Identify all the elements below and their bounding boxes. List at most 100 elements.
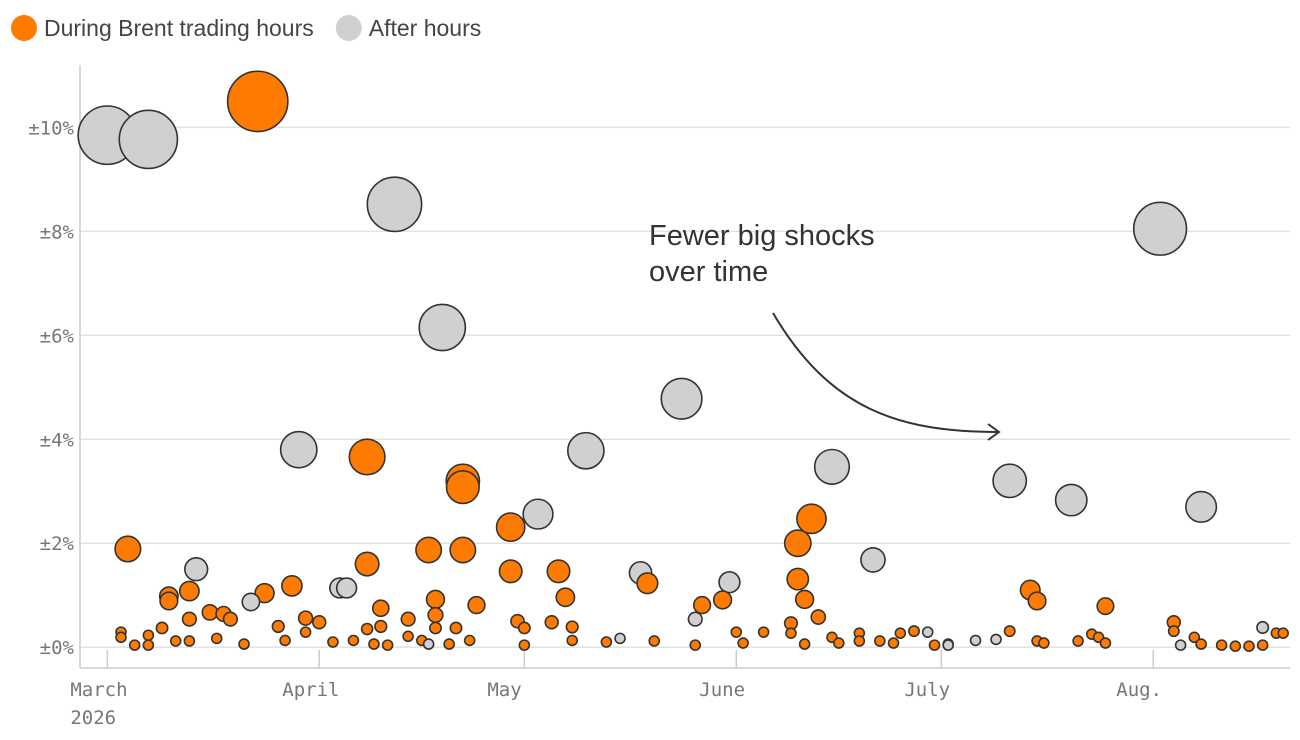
point	[297, 610, 314, 626]
point	[418, 303, 467, 352]
point	[1185, 490, 1218, 523]
point	[347, 634, 360, 647]
y-tick-label: ±4%	[40, 429, 75, 451]
point	[226, 70, 289, 133]
point	[833, 637, 845, 649]
point	[1195, 638, 1207, 650]
point	[495, 512, 526, 543]
point	[210, 632, 223, 645]
point	[467, 595, 486, 615]
points	[77, 70, 1289, 652]
point	[1243, 640, 1255, 652]
point	[566, 431, 605, 470]
point	[1054, 483, 1088, 517]
point	[155, 621, 169, 635]
point	[887, 637, 900, 649]
point	[1215, 639, 1228, 651]
point	[429, 621, 442, 635]
legend-swatch	[335, 15, 362, 41]
x-tick-label: May	[487, 679, 521, 701]
point	[449, 621, 463, 635]
point	[600, 636, 613, 648]
point	[546, 559, 571, 584]
point	[427, 606, 444, 624]
point	[518, 639, 531, 651]
point	[271, 619, 285, 634]
point	[1038, 637, 1050, 649]
point	[114, 535, 142, 563]
point	[498, 559, 523, 584]
arrow-head	[987, 423, 1001, 441]
x-tick-label: March 2026	[70, 679, 127, 729]
point	[692, 595, 712, 615]
point	[785, 627, 797, 639]
y-tick-label: ±0%	[40, 637, 75, 659]
point	[1188, 631, 1201, 644]
point	[1229, 640, 1242, 652]
point	[118, 109, 179, 170]
annotation: Fewer big shocks over time	[649, 220, 875, 288]
point	[874, 635, 886, 647]
point	[689, 639, 702, 651]
point	[169, 635, 182, 647]
point	[853, 635, 866, 647]
point	[687, 611, 703, 627]
point	[928, 639, 941, 651]
point	[522, 498, 554, 530]
point	[449, 536, 477, 564]
point	[445, 469, 480, 505]
point	[544, 615, 559, 630]
point	[860, 547, 886, 573]
point	[183, 635, 196, 647]
point	[327, 636, 339, 648]
point	[1072, 635, 1084, 647]
point	[1003, 625, 1016, 638]
point	[178, 580, 200, 602]
point	[894, 627, 907, 639]
point	[222, 611, 239, 627]
legend: During Brent trading hours After hours	[11, 15, 481, 41]
point	[908, 625, 920, 638]
point	[312, 615, 327, 630]
point	[443, 638, 455, 650]
point	[942, 639, 954, 651]
point	[184, 557, 209, 582]
legend-label: After hours	[369, 15, 482, 41]
point	[422, 638, 435, 650]
point	[1099, 637, 1112, 649]
point	[281, 574, 303, 597]
point	[128, 639, 141, 651]
point	[368, 638, 380, 650]
y-tick-label: ±6%	[40, 325, 75, 347]
point	[354, 551, 380, 577]
point	[335, 577, 358, 599]
point	[142, 629, 155, 642]
point	[660, 377, 703, 420]
point	[254, 582, 275, 604]
y-tick-label: ±2%	[40, 533, 75, 555]
point	[371, 599, 390, 618]
point	[463, 634, 476, 647]
point	[737, 637, 749, 649]
point	[1167, 625, 1180, 638]
point	[813, 448, 851, 485]
point	[415, 536, 443, 564]
point	[636, 572, 659, 595]
point	[566, 634, 579, 647]
point	[990, 633, 1002, 646]
point	[783, 529, 812, 558]
y-tick-label: ±10%	[28, 117, 74, 139]
point	[366, 176, 423, 233]
point	[181, 611, 198, 627]
point	[241, 592, 261, 612]
point	[517, 621, 531, 635]
point	[142, 639, 155, 651]
point	[1174, 639, 1187, 651]
point	[969, 634, 982, 647]
annotation-arrow	[772, 312, 999, 433]
grid: ±0% ±2% ±4% ±6% ±8% ±10% March 2026 April May June…	[28, 117, 1290, 729]
point	[201, 603, 219, 621]
point	[238, 638, 250, 650]
point	[1277, 627, 1289, 639]
point	[1132, 201, 1188, 256]
